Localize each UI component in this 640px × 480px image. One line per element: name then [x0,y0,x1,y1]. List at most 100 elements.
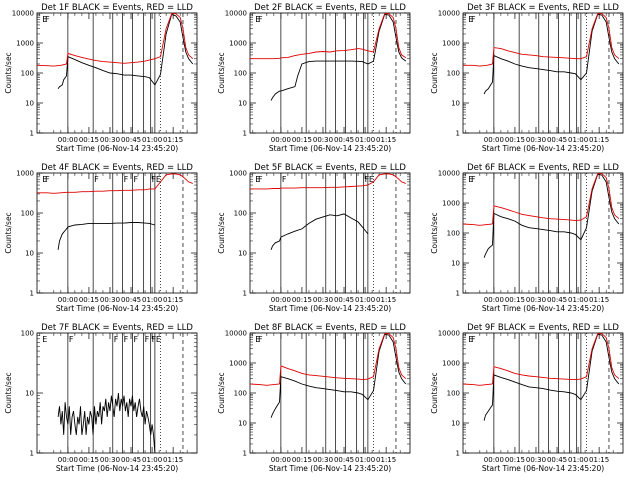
x-axis-label: Start Time (06-Nov-14 23:45:20) [269,304,391,313]
y-axis-label: Counts/sec [430,52,439,93]
y-tick-label: 100 [21,70,34,78]
y-axis-label: Counts/sec [430,212,439,253]
y-axis-label: Counts/sec [217,372,226,413]
flag-label: E [42,175,47,184]
lld-series-line [37,13,194,67]
x-tick-label: 00:30 [313,456,333,464]
lld-series-line [463,173,620,226]
flag-label: F [365,175,370,184]
y-tick-label: 10 [238,250,247,258]
flag-label: E [369,175,374,184]
x-tick-label: 00:15 [505,136,525,144]
flag-label: F [69,335,74,344]
x-tick-label: 00:30 [100,456,120,464]
detector-panel-4: Det 4F BLACK = Events, RED = LLD 1 10 100 10… [4,163,198,313]
x-tick-label: 00:30 [313,136,333,144]
y-tick-label: 1000 [16,40,34,48]
flag-label: F [145,335,150,344]
x-tick-label: 00:45 [334,296,354,304]
panel-title: Det 7F BLACK = Events, RED = LLD [41,323,193,333]
x-tick-label: 01:00 [355,456,375,464]
plot-frame [462,12,624,134]
y-tick-label: 1000 [229,40,247,48]
x-tick-label: 00:45 [334,456,354,464]
x-tick-label: 00:30 [313,296,333,304]
x-tick-label: 00:00 [271,456,291,464]
detector-panel-7: Det 7F BLACK = Events, RED = LLD 1 10 100 00… [4,323,198,473]
y-axis-label: Counts/sec [4,212,13,253]
x-tick-label: 00:00 [271,296,291,304]
detector-panel-2: Det 2F BLACK = Events, RED = LLD 1 10 100 10… [217,3,411,153]
x-axis-label: Start Time (06-Nov-14 23:45:20) [482,144,604,153]
lld-series-line [463,333,620,386]
events-series-line [483,333,620,421]
x-tick-label: 01:15 [163,136,183,144]
x-tick-label: 00:00 [58,456,78,464]
y-tick-label: 1000 [229,170,247,178]
x-tick-label: 00:30 [526,456,546,464]
y-tick-label: 10 [25,100,34,108]
y-tick-label: 1000 [442,40,460,48]
panel-title: Det 6F BLACK = Events, RED = LLD [467,163,619,173]
x-tick-label: 00:30 [526,136,546,144]
x-axis-label: Start Time (06-Nov-14 23:45:20) [482,304,604,313]
x-tick-label: 00:15 [505,296,525,304]
flag-label: E [468,335,473,344]
flag-label: F [94,175,99,184]
flag-label: E [156,335,161,344]
y-axis-label: Counts/sec [217,52,226,93]
x-tick-label: 01:15 [163,296,183,304]
x-tick-label: 00:00 [271,136,291,144]
y-tick-label: 1 [456,290,460,298]
x-tick-label: 01:00 [568,136,588,144]
flag-label: F [45,175,50,184]
y-tick-label: 1 [30,130,34,138]
x-tick-label: 00:15 [79,456,99,464]
y-tick-label: 10 [25,390,34,398]
y-tick-label: 10 [238,100,247,108]
events-series-line [57,222,156,250]
flag-label: E [468,175,473,184]
plot-frame [462,172,624,294]
y-tick-label: 100 [21,210,34,218]
y-tick-label: 1000 [229,360,247,368]
y-tick-label: 1 [30,450,34,458]
events-series-line [270,13,407,101]
x-tick-label: 00:00 [484,456,504,464]
y-tick-label: 1000 [442,200,460,208]
flag-label: F [471,175,476,184]
y-tick-label: 100 [21,330,34,338]
x-tick-label: 00:45 [121,296,141,304]
panel-title: Det 1F BLACK = Events, RED = LLD [41,3,193,13]
y-tick-label: 100 [447,390,460,398]
y-axis-label: Counts/sec [217,212,226,253]
x-axis-label: Start Time (06-Nov-14 23:45:20) [56,304,178,313]
x-tick-label: 00:15 [292,136,312,144]
flag-label: F [124,175,129,184]
x-tick-label: 01:15 [376,456,396,464]
events-series-line [483,13,620,95]
x-tick-label: 00:00 [58,136,78,144]
events-series-line [57,13,194,89]
flag-label: F [282,175,287,184]
events-series-line [57,392,156,453]
x-axis-label: Start Time (06-Nov-14 23:45:20) [482,464,604,473]
y-tick-label: 1 [30,290,34,298]
x-tick-label: 01:15 [589,296,609,304]
x-tick-label: 00:15 [292,456,312,464]
lld-series-line [37,173,193,194]
y-tick-label: 100 [234,70,247,78]
x-tick-label: 00:15 [79,296,99,304]
x-tick-label: 01:15 [589,456,609,464]
detector-panel-1: Det 1F BLACK = Events, RED = LLD 1 10 100 10… [4,3,198,153]
flag-label: F [114,335,119,344]
flag-label: F [258,15,263,24]
flag-label: E [42,15,47,24]
flag-label: F [471,335,476,344]
y-tick-label: 1 [456,130,460,138]
x-tick-label: 00:45 [121,456,141,464]
flag-label: F [133,335,138,344]
flag-label: E [255,335,260,344]
x-tick-label: 00:15 [292,296,312,304]
